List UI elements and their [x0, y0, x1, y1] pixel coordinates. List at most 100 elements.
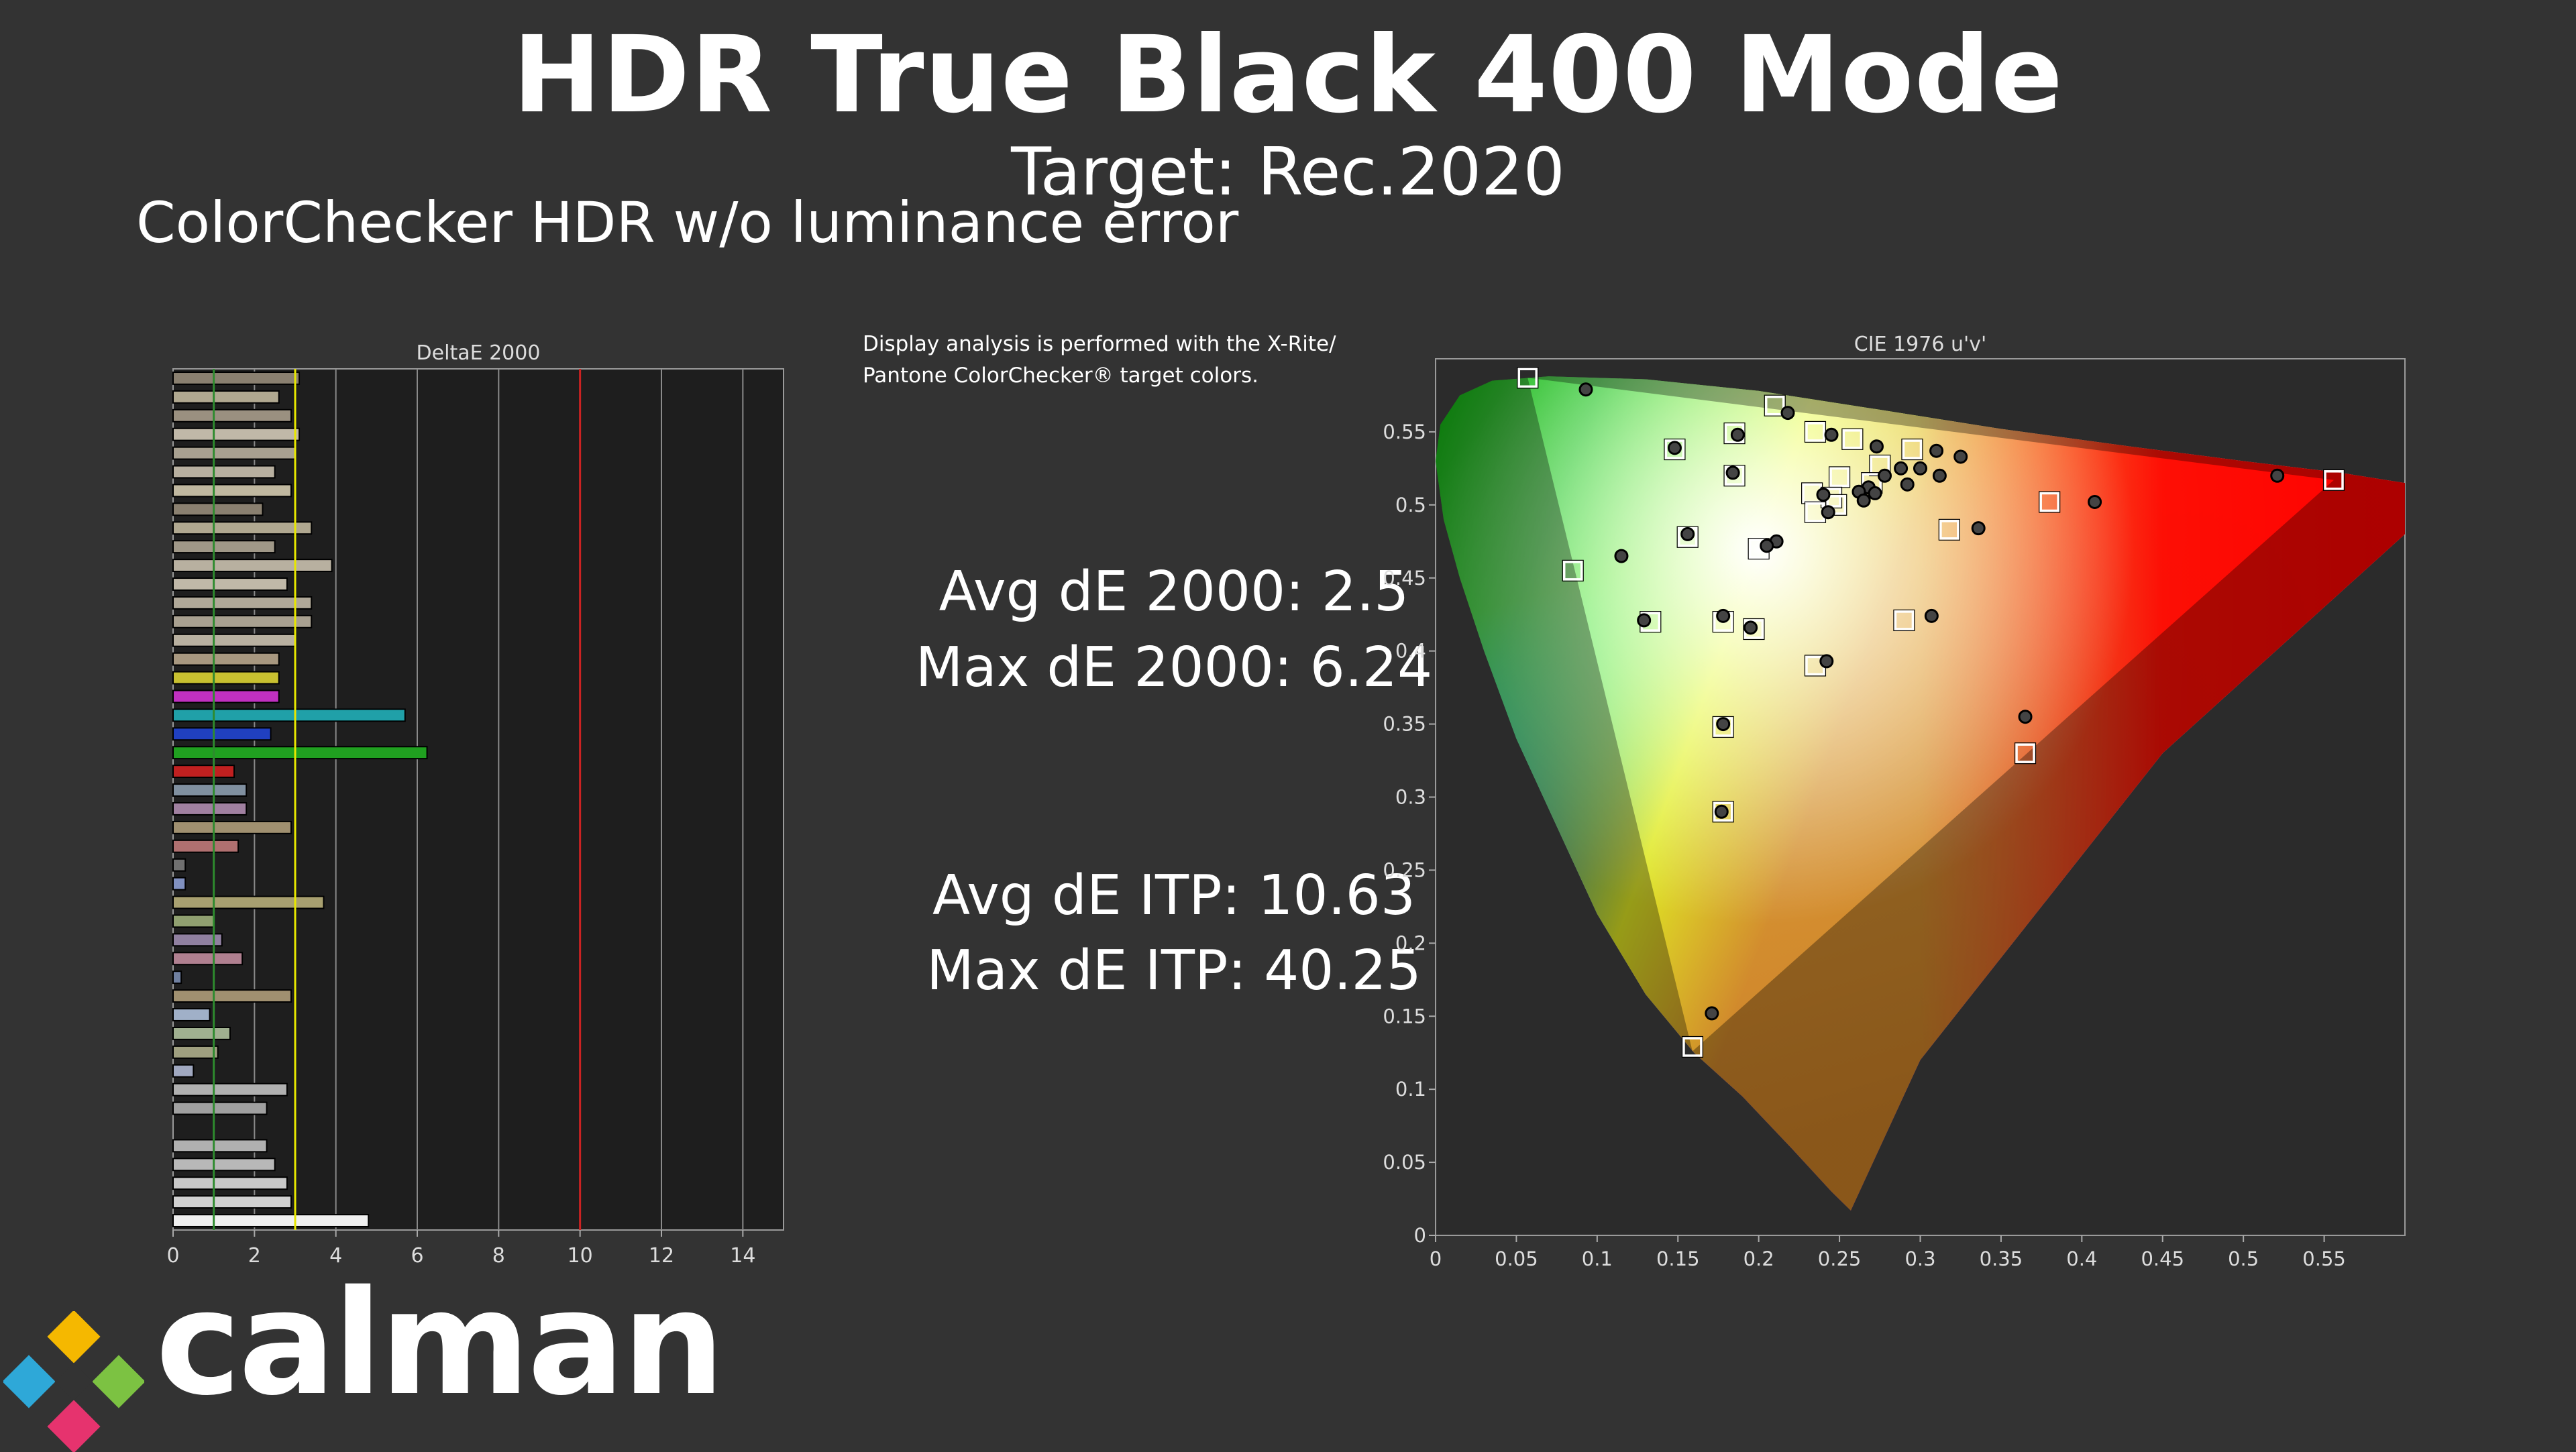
- bar: [172, 802, 248, 816]
- target-marker: [1826, 495, 1847, 515]
- measured-point: [1578, 382, 1593, 397]
- bar: [172, 1139, 268, 1153]
- bar: [172, 1158, 276, 1172]
- target-marker-outline: [1723, 465, 1746, 487]
- y-tick-label: 0.15: [1383, 1005, 1426, 1027]
- x-tick-label: 6: [411, 1244, 423, 1268]
- target-marker: [1682, 1037, 1703, 1057]
- y-tick-label: 0.1: [1395, 1078, 1426, 1101]
- x-tick-label: 0.1: [1582, 1247, 1613, 1270]
- bar: [172, 502, 264, 516]
- y-tick-label: 0.25: [1383, 858, 1426, 881]
- target-marker-outline: [1893, 609, 1915, 632]
- target-marker-outline: [1841, 428, 1864, 450]
- target-marker: [1517, 368, 1538, 388]
- bar: [172, 540, 276, 554]
- analysis-note: Display analysis is performed with the X…: [863, 329, 1399, 392]
- measured-point: [1878, 468, 1892, 483]
- measured-point: [1680, 526, 1695, 541]
- target-marker-outline: [1562, 559, 1584, 581]
- bar: [172, 408, 292, 423]
- avg-deitp: Avg dE ITP: 10.63: [932, 864, 1416, 928]
- target-marker-outline: [1712, 801, 1734, 823]
- target-marker: [1562, 561, 1583, 581]
- measured-point: [1900, 477, 1915, 492]
- bar: [172, 559, 333, 573]
- target-marker-outline: [1764, 394, 1786, 416]
- measured-point: [1971, 521, 1986, 536]
- target-marker-outline: [1743, 618, 1765, 640]
- cie-uv-chart: CIE 1976 u'v' 0 0.05 0.1 0.15 0.2 0.25 0.3 0.35 0…: [1383, 333, 2406, 1270]
- bar: [172, 465, 276, 479]
- bar: [172, 652, 280, 666]
- bar: [172, 708, 406, 722]
- y-tick-label: 0.55: [1383, 421, 1426, 443]
- y-tick-label: 0: [1414, 1224, 1426, 1247]
- bar: [172, 671, 280, 685]
- target-marker-outline: [1723, 422, 1746, 445]
- measured-point: [1705, 1006, 1719, 1021]
- page-title: HDR True Black 400 Mode: [513, 13, 2063, 137]
- measured-point: [1730, 427, 1745, 442]
- x-tick-label: 14: [730, 1244, 755, 1268]
- y-tick-label: 0.3: [1395, 786, 1426, 809]
- y-tick-label: 0.2: [1395, 932, 1426, 954]
- bar: [172, 877, 186, 891]
- target-subtitle: Target: Rec.2020: [1011, 134, 1565, 211]
- target-marker-outline: [1676, 526, 1699, 548]
- measured-point: [1819, 654, 1834, 669]
- bar: [172, 1176, 288, 1190]
- target-marker: [2015, 743, 2035, 763]
- bar: [172, 390, 280, 404]
- bar: [172, 614, 313, 628]
- bar: [172, 372, 301, 385]
- y-tick-label: 0.5: [1395, 494, 1426, 516]
- measured-point: [1667, 441, 1682, 455]
- measured-point: [1780, 406, 1795, 421]
- bar: [172, 858, 186, 872]
- x-tick-label: 0: [1430, 1247, 1442, 1270]
- measured-point: [1725, 465, 1740, 480]
- measured-point: [1760, 539, 1774, 553]
- cie-chart-title: CIE 1976 u'v': [1854, 333, 1986, 356]
- bar: [172, 914, 215, 928]
- measured-point: [1913, 461, 1927, 476]
- bar: [172, 970, 182, 985]
- target-marker: [1902, 439, 1923, 459]
- measured-point: [1856, 493, 1871, 508]
- target-marker-outline: [2014, 742, 2037, 765]
- measured-point: [1824, 427, 1839, 442]
- measured-point: [1932, 468, 1947, 483]
- measured-point: [1924, 608, 1939, 623]
- measured-point: [2018, 710, 2033, 724]
- target-marker: [1829, 467, 1849, 488]
- y-tick-label: 0.4: [1395, 640, 1426, 663]
- x-tick-label: 0.5: [2228, 1247, 2259, 1270]
- bar: [172, 689, 280, 704]
- x-tick-label: 8: [492, 1244, 505, 1268]
- target-marker-outline: [1712, 716, 1734, 738]
- bar: [172, 989, 292, 1003]
- target-marker: [1765, 395, 1785, 416]
- plot-area: [172, 368, 784, 1231]
- bar: [172, 1101, 268, 1115]
- measured-point: [2270, 468, 2285, 483]
- target-marker-outline: [1664, 438, 1686, 461]
- measured-point: [1821, 505, 1835, 520]
- bar: [172, 1026, 231, 1040]
- bar: [172, 839, 239, 853]
- x-tick-label: 0: [166, 1244, 179, 1268]
- bar: [172, 783, 248, 797]
- x-tick-label: 0.4: [2066, 1247, 2097, 1270]
- target-marker: [1805, 422, 1825, 442]
- measured-point: [1614, 549, 1629, 563]
- bar: [172, 577, 288, 591]
- measured-point: [1929, 443, 1944, 458]
- measured-point: [2088, 494, 2102, 509]
- bar: [172, 895, 325, 909]
- target-marker-outline: [1517, 367, 1539, 389]
- measured-point: [1714, 804, 1729, 819]
- y-tick-label: 0.05: [1383, 1151, 1426, 1174]
- bar: [172, 1008, 211, 1021]
- target-marker-outline: [1681, 1036, 1704, 1058]
